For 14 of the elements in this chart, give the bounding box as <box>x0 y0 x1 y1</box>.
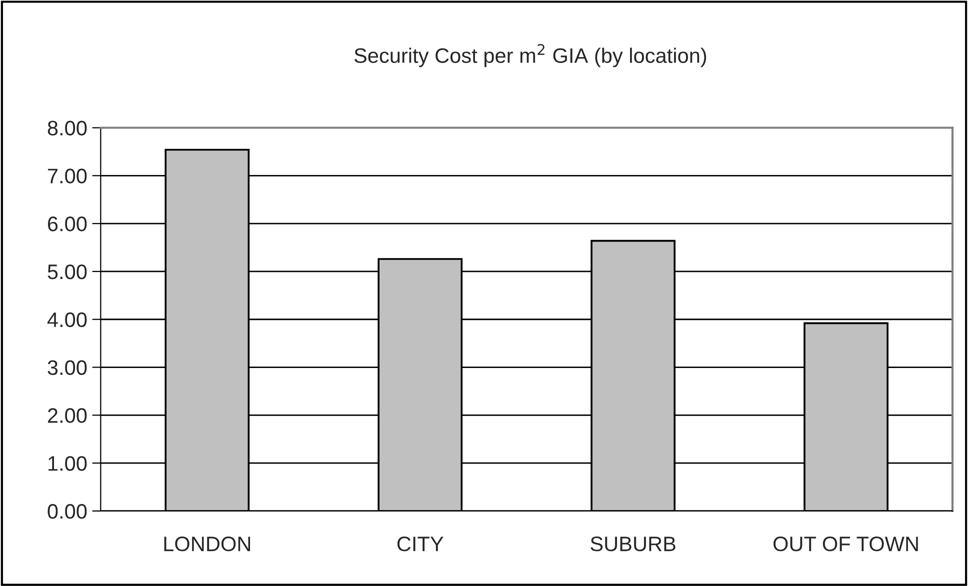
y-tick-label: 6.00 <box>48 216 87 232</box>
y-tick-label: 8.00 <box>48 120 87 136</box>
x-tick-label: LONDON <box>164 536 250 552</box>
y-tick-label: 3.00 <box>48 360 87 376</box>
x-tick-label: CITY <box>397 536 444 552</box>
x-tick-label: OUT OF TOWN <box>774 536 918 552</box>
x-tick-label: SUBURB <box>590 536 676 552</box>
y-tick-label: 2.00 <box>48 408 87 423</box>
chart-title: Security Cost per m$^{2}$ GIA (by location) <box>354 44 706 68</box>
y-tick-label: 0.00 <box>48 504 87 519</box>
y-tick-label: 4.00 <box>47 312 87 328</box>
y-tick-label: 1.00 <box>48 456 87 471</box>
y-tick-label: 5.00 <box>48 264 87 280</box>
y-tick-label: 7.00 <box>48 168 87 184</box>
